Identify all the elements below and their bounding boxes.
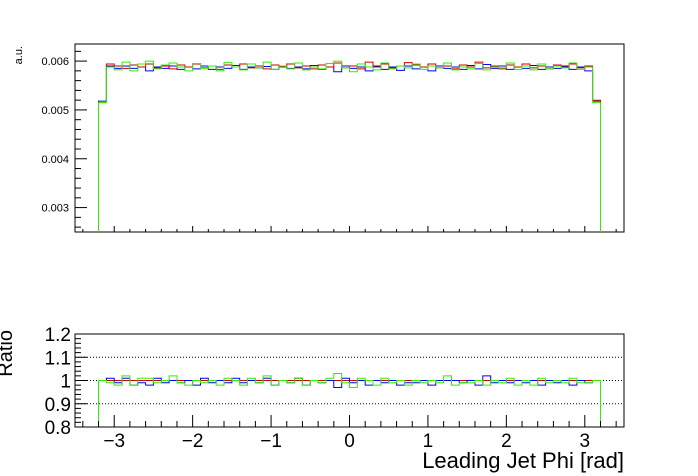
x-tick-label: −1 xyxy=(260,431,282,452)
bottom-panel: 0.80.911.11.2 −3 −2 −1 0 1 2 3 Ratio Leading J… xyxy=(0,325,625,473)
top-series-group xyxy=(98,60,601,232)
x-tick-label: 0 xyxy=(344,431,355,452)
top-series-3-line xyxy=(98,60,601,232)
ratio-series-3-line xyxy=(98,373,601,427)
top-y-axis-title: a.u. xyxy=(13,46,25,64)
ratio-y-tick-label: 1.2 xyxy=(45,325,71,346)
ratio-y-tick-label: 0.9 xyxy=(45,395,71,416)
ratio-series-group xyxy=(98,373,601,427)
ratio-y-axis-title: Ratio xyxy=(0,330,17,377)
top-y-tick-label: 0.003 xyxy=(41,203,69,215)
bottom-axis-ticks xyxy=(75,333,617,428)
top-y-tick-label: 0.006 xyxy=(41,56,69,68)
x-tick-labels: −3 −2 −1 0 1 2 3 xyxy=(103,431,590,452)
x-tick-label: 1 xyxy=(423,431,434,452)
top-y-tick-label: 0.005 xyxy=(41,105,69,117)
top-axis-ticks xyxy=(75,50,617,232)
x-tick-label: −2 xyxy=(182,431,204,452)
x-tick-label: 2 xyxy=(501,431,512,452)
x-tick-label: −3 xyxy=(103,431,125,452)
top-y-tick-label: 0.004 xyxy=(41,154,69,166)
x-axis-title: Leading Jet Phi [rad] xyxy=(422,448,624,473)
x-tick-label: 3 xyxy=(579,431,590,452)
ratio-y-tick-label: 1 xyxy=(60,372,71,393)
ratio-y-tick-label: 0.8 xyxy=(45,418,71,439)
top-series-1-line xyxy=(98,64,601,232)
top-y-tick-labels: 0.003 0.004 0.005 0.006 xyxy=(41,56,69,214)
top-series-2-line xyxy=(98,61,601,232)
ratio-y-tick-label: 1.1 xyxy=(45,348,71,369)
top-panel: 0.003 0.004 0.005 0.006 a.u. xyxy=(13,43,625,233)
ratio-y-tick-labels: 0.80.91 1.11.2 xyxy=(45,325,71,439)
